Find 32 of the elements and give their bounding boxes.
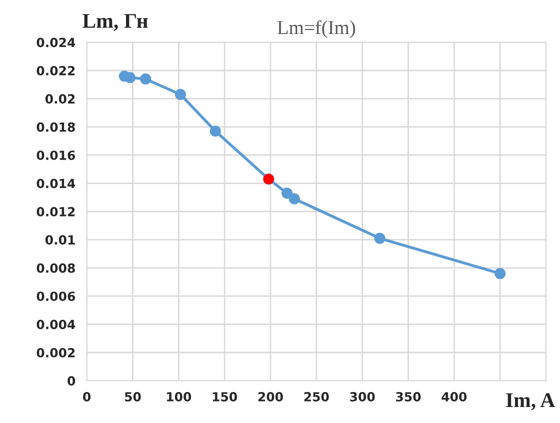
x-tick-label: 50 xyxy=(124,392,141,402)
y-tick-label: 0.014 xyxy=(36,178,76,188)
y-tick-label: 0.008 xyxy=(36,263,75,273)
y-axis-title: Lm, Гн xyxy=(82,14,148,31)
point xyxy=(210,126,221,137)
y-tick-label: 0.01 xyxy=(45,235,75,245)
y-tick-label: 0.018 xyxy=(36,122,75,132)
y-tick-label: 0.004 xyxy=(36,320,76,330)
y-tick-label: 0.006 xyxy=(36,292,76,302)
point xyxy=(174,88,186,100)
y-tick-label: 0.016 xyxy=(36,150,76,160)
x-tick-label: 400 xyxy=(442,392,467,402)
x-axis-title: Im, A xyxy=(506,393,556,410)
y-tick-label: 0.022 xyxy=(36,66,75,76)
x-tick-label: 250 xyxy=(304,392,329,402)
y-tick-label: 0.002 xyxy=(36,348,75,358)
point xyxy=(494,268,506,280)
x-tick-label: 100 xyxy=(167,392,192,402)
point xyxy=(281,188,293,199)
x-tick-label: 350 xyxy=(396,392,421,402)
y-tick-label: 0.02 xyxy=(45,94,75,104)
chart-title: Lm=f(Im) xyxy=(277,20,356,38)
x-tick-label: 150 xyxy=(212,392,238,402)
x-tick-label: 0 xyxy=(83,392,91,402)
y-tick-label: 0.012 xyxy=(36,206,75,216)
point xyxy=(288,193,300,204)
x-tick-label: 200 xyxy=(258,392,283,402)
point xyxy=(140,73,152,85)
point xyxy=(374,232,386,244)
x-tick-label: 300 xyxy=(350,392,375,402)
y-tick-label: 0.024 xyxy=(36,38,76,48)
y-tick-label: 0 xyxy=(68,376,76,386)
